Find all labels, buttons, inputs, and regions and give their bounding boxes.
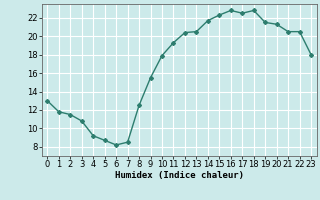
X-axis label: Humidex (Indice chaleur): Humidex (Indice chaleur) [115,171,244,180]
